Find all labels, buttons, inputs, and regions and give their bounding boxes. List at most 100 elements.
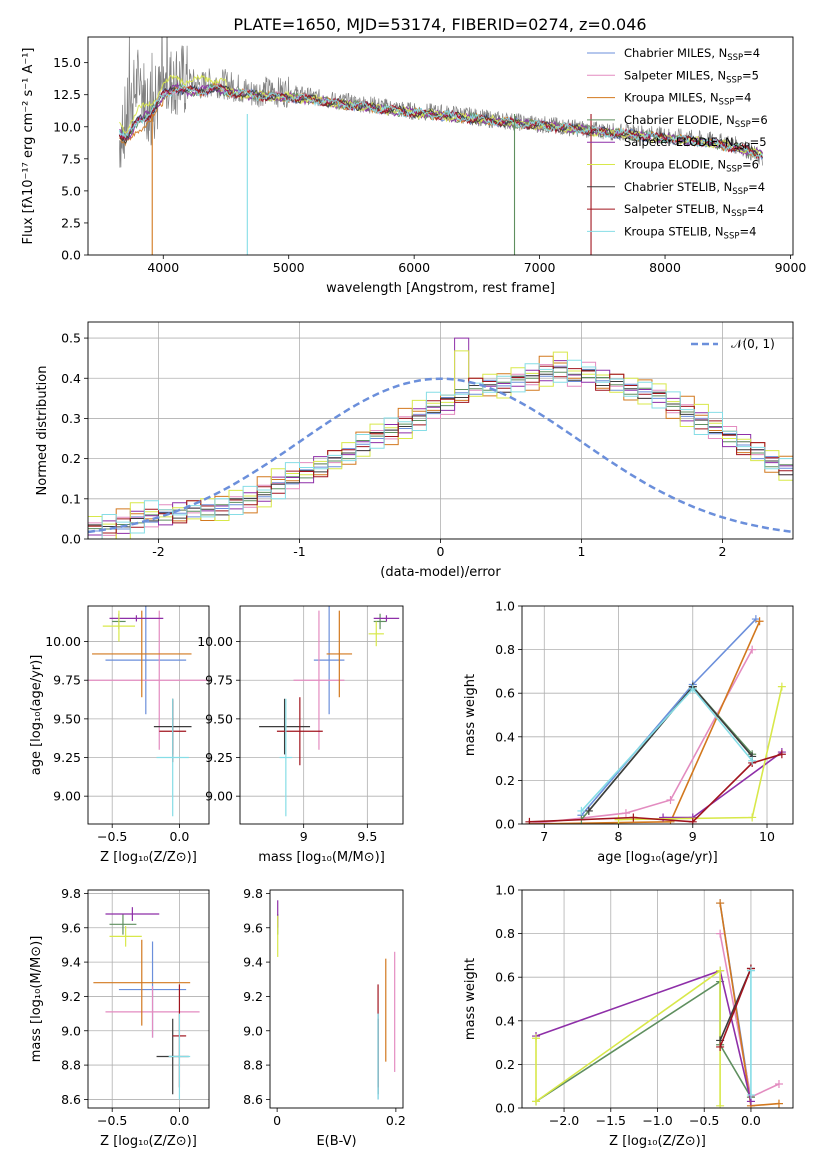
legend-label-main: Chabrier MILES, N [624, 46, 727, 60]
weight-marker [629, 813, 638, 822]
x-tick-label: 7 [540, 829, 548, 844]
legend-label-eq: =4 [734, 91, 751, 105]
legend-label-eq: =4 [739, 224, 756, 238]
legend-label-eq: =5 [742, 68, 759, 82]
y-tick-label: 2.5 [61, 215, 81, 230]
x-tick-label: 7000 [524, 260, 556, 275]
x-tick-label: 5000 [273, 260, 305, 275]
x-tick-label: −2.0 [549, 1113, 579, 1128]
weight-marker [621, 809, 630, 818]
y-axis-label: Normed distribution [35, 366, 50, 496]
y-tick-label: 9.2 [61, 989, 81, 1004]
y-tick-label: 0.2 [495, 1057, 515, 1072]
x-axis-label: wavelength [Angstrom, rest frame] [326, 281, 555, 296]
legend-label: Salpeter ELODIE, NSSP=5 [624, 135, 767, 152]
legend-label-main: Salpeter STELIB, N [624, 202, 731, 216]
x-tick-label: -2 [152, 544, 164, 559]
axes-frame [239, 605, 404, 825]
weight-marker [716, 966, 725, 975]
x-tick-label: 2 [719, 544, 727, 559]
weight-marker [746, 966, 755, 975]
x-axis-label: Z [log₁₀(Z/Z⊙)] [100, 850, 197, 865]
x-tick-label: 8 [615, 829, 623, 844]
legend-label-sub: SSP [731, 209, 747, 219]
weight-marker [755, 617, 764, 626]
weight-line [719, 968, 752, 1048]
x-tick-label: 10 [759, 829, 775, 844]
axes-frame [87, 321, 794, 540]
y-axis-label: mass weight [463, 958, 478, 1040]
y-tick-label: 8.6 [61, 1092, 81, 1107]
legend-label: Chabrier STELIB, NSSP=4 [624, 180, 765, 197]
y-tick-label: 9.8 [243, 886, 263, 901]
y-tick-label: 10.00 [197, 634, 233, 649]
spectrum-data-line [119, 37, 763, 168]
x-tick-label: 0 [437, 544, 445, 559]
legend-label-main: Salpeter MILES, N [624, 68, 726, 82]
chart-spectrum: 4000 5000 6000 7000 8000 9000 0.0 2.5 5.0 7.5 10.0… [21, 36, 807, 296]
x-tick-label: −1.0 [642, 1113, 672, 1128]
chart-mass_vs_Z: −0.5 0.0 8.6 8.8 9.0 9.2 9.4 9.6 9.8 Z [log₁₀(Z/Z… [29, 886, 210, 1149]
legend-label-eq: =4 [748, 180, 765, 194]
y-tick-label: 0.0 [495, 817, 515, 832]
y-tick-label: 0.8 [495, 642, 515, 657]
chart-weight_vs_Z: −2.0 −1.5 −1.0 −0.5 0.0 0.0 0.2 0.4 0.6 0.8 1.0 Z [… [463, 883, 794, 1149]
x-axis-label: Z [log₁₀(Z/Z⊙)] [100, 1134, 197, 1149]
normal-curve [88, 377, 793, 534]
y-tick-label: 0.5 [61, 331, 81, 346]
plot-area [240, 606, 403, 824]
y-tick-label: 9.00 [205, 789, 233, 804]
legend-label: Kroupa MILES, NSSP=4 [624, 91, 751, 108]
axes-frame [521, 889, 794, 1109]
chart-mass_vs_ebv: 0 0.2 8.6 8.8 9.0 9.2 9.4 9.6 9.8 E(B-V) [243, 886, 406, 1149]
y-tick-label: 0.6 [495, 686, 515, 701]
y-tick-label: 9.2 [243, 989, 263, 1004]
y-tick-label: 9.50 [53, 711, 81, 726]
chart-residuals: -2 -1 0 1 2 0.0 0.1 0.2 0.3 0.4 0.5 (data-model)/er… [35, 321, 794, 580]
legend-label-sub: SSP [735, 120, 751, 130]
y-axis-label: mass weight [463, 674, 478, 756]
chart-age_vs_Z: −0.5 0.0 9.00 9.25 9.50 9.75 10.00 Z [log₁₀(Z/Z… [29, 605, 210, 865]
x-tick-label: 6000 [398, 260, 430, 275]
x-axis-label: (data-model)/error [380, 565, 501, 580]
y-tick-label: 0.2 [61, 451, 81, 466]
x-tick-label: 0 [273, 1113, 281, 1128]
legend-label-sub: SSP [719, 98, 735, 108]
legend-label-eq: =6 [751, 113, 768, 127]
plot-area [277, 900, 396, 1100]
y-tick-label: 0.8 [495, 926, 515, 941]
weight-marker [525, 817, 534, 824]
weight-marker [716, 929, 725, 938]
y-tick-label: 9.25 [53, 750, 81, 765]
legend-label: Salpeter STELIB, NSSP=4 [624, 202, 764, 219]
axes-frame [521, 605, 794, 825]
y-tick-label: 10.00 [45, 634, 81, 649]
x-tick-label: -1 [293, 544, 305, 559]
legend-label: Kroupa STELIB, NSSP=4 [624, 224, 756, 241]
axes-frame [87, 889, 210, 1109]
y-tick-label: 7.5 [61, 151, 81, 166]
weight-marker [532, 1034, 541, 1043]
weight-marker [716, 899, 725, 908]
weight-marker [584, 806, 593, 815]
weight-marker [777, 750, 786, 759]
x-tick-label: 9.5 [357, 829, 377, 844]
y-tick-label: 9.75 [53, 673, 81, 688]
histogram-step [88, 371, 793, 530]
x-axis-label: age [log₁₀(age/yr)] [597, 850, 718, 865]
y-tick-label: 0.6 [495, 970, 515, 985]
y-tick-label: 9.4 [61, 955, 81, 970]
spectrum-model-line [118, 84, 764, 159]
x-tick-label: 0.0 [741, 1113, 761, 1128]
x-tick-label: 9000 [775, 260, 807, 275]
y-tick-label: 9.25 [205, 750, 233, 765]
y-tick-label: 1.0 [495, 883, 515, 898]
legend-label-main: Chabrier STELIB, N [624, 180, 732, 194]
y-tick-label: 0.4 [495, 1013, 515, 1028]
y-axis-label: Flux [fλ10⁻¹⁷ erg cm⁻² s⁻¹ A⁻¹] [21, 48, 36, 245]
legend-label-sub: SSP [726, 75, 742, 85]
y-tick-label: 8.8 [61, 1058, 81, 1073]
weight-marker [614, 815, 623, 824]
y-tick-label: 9.75 [205, 673, 233, 688]
y-tick-label: 0.0 [495, 1101, 515, 1116]
